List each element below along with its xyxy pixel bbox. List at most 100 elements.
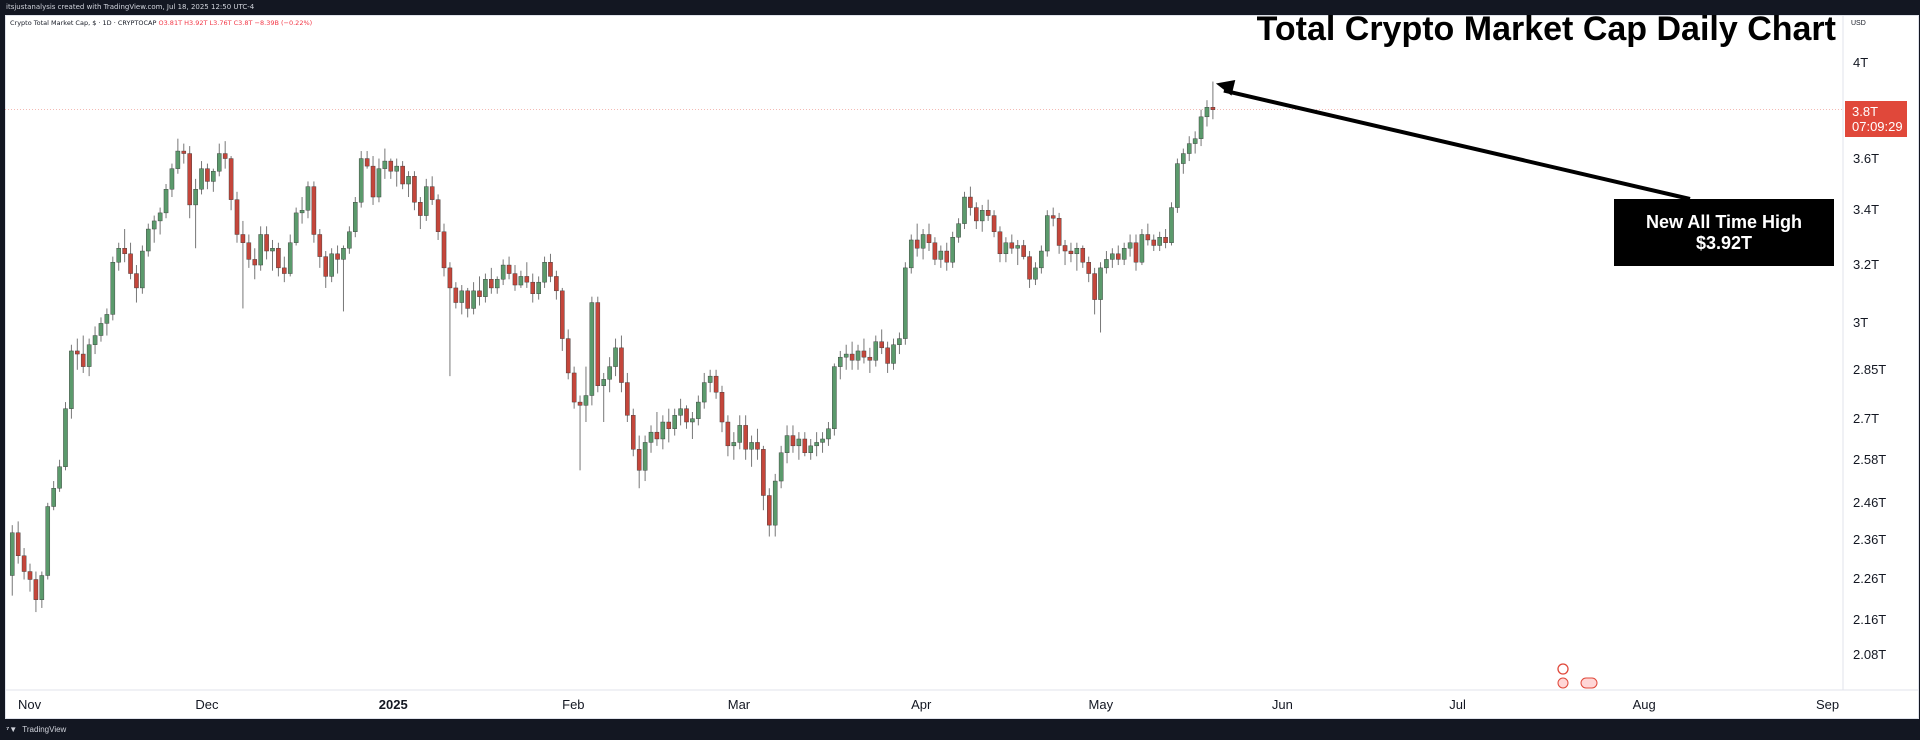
candle[interactable] <box>69 344 74 419</box>
candle[interactable] <box>926 223 932 252</box>
candle[interactable] <box>358 151 364 208</box>
candle[interactable] <box>406 171 411 198</box>
candle[interactable] <box>731 432 737 460</box>
candle[interactable] <box>483 273 488 303</box>
candle[interactable] <box>826 422 831 446</box>
candle[interactable] <box>1163 229 1168 249</box>
us-flag-events-group-icon[interactable] <box>1580 677 1598 689</box>
candle[interactable] <box>885 341 890 373</box>
candle[interactable] <box>713 369 719 399</box>
candle[interactable] <box>1204 100 1210 127</box>
candle[interactable] <box>1127 234 1133 257</box>
candle[interactable] <box>293 207 299 246</box>
candle[interactable] <box>1151 234 1157 252</box>
candle[interactable] <box>441 223 447 277</box>
candle[interactable] <box>163 184 169 219</box>
candle[interactable] <box>1021 239 1026 260</box>
candle[interactable] <box>908 234 914 274</box>
candle[interactable] <box>1068 242 1074 263</box>
candle[interactable] <box>477 276 482 306</box>
candle[interactable] <box>1186 136 1192 162</box>
candle[interactable] <box>832 363 837 436</box>
candle[interactable] <box>962 191 967 230</box>
candle[interactable] <box>287 234 293 277</box>
candle[interactable] <box>1074 242 1080 271</box>
symbol-legend[interactable]: Crypto Total Market Cap, $ · 1D · CRYPTO… <box>10 19 312 27</box>
candle[interactable] <box>364 151 370 169</box>
candle[interactable] <box>57 459 62 492</box>
candle[interactable] <box>116 242 121 271</box>
candle[interactable] <box>631 408 636 457</box>
candle[interactable] <box>63 402 68 471</box>
candle[interactable] <box>151 215 157 243</box>
candle[interactable] <box>577 395 583 471</box>
candle[interactable] <box>299 197 305 224</box>
candle[interactable] <box>27 563 33 592</box>
candle[interactable] <box>134 265 139 303</box>
candle[interactable] <box>1110 248 1115 268</box>
candle[interactable] <box>341 245 346 312</box>
candle[interactable] <box>1169 202 1174 246</box>
candle[interactable] <box>252 248 258 280</box>
candle[interactable] <box>98 317 104 342</box>
candle[interactable] <box>1104 251 1109 274</box>
candle[interactable] <box>956 218 961 243</box>
candle[interactable] <box>1192 131 1198 154</box>
candle[interactable] <box>205 163 210 190</box>
candle[interactable] <box>897 332 902 355</box>
candle[interactable] <box>175 138 181 174</box>
candle[interactable] <box>199 161 204 195</box>
candle[interactable] <box>146 223 151 257</box>
candle[interactable] <box>749 435 754 467</box>
candle[interactable] <box>311 181 317 243</box>
candle[interactable] <box>873 335 879 367</box>
candle[interactable] <box>678 398 683 426</box>
candle[interactable] <box>1121 242 1127 266</box>
candle[interactable] <box>672 408 677 436</box>
candle[interactable] <box>335 245 340 274</box>
candle[interactable] <box>554 270 559 300</box>
candle[interactable] <box>642 435 648 482</box>
candle[interactable] <box>932 237 938 266</box>
candle[interactable] <box>707 369 713 393</box>
candle[interactable] <box>524 262 530 288</box>
candle[interactable] <box>1115 245 1121 266</box>
candle[interactable] <box>429 176 435 205</box>
candle[interactable] <box>370 156 376 205</box>
candle[interactable] <box>80 335 86 373</box>
candle[interactable] <box>1181 148 1186 174</box>
candle[interactable] <box>447 262 453 377</box>
candle[interactable] <box>1033 262 1038 286</box>
candle[interactable] <box>376 158 382 203</box>
candle[interactable] <box>838 350 843 380</box>
candle[interactable] <box>938 245 944 268</box>
candle[interactable] <box>1133 234 1139 271</box>
candle[interactable] <box>412 171 417 211</box>
candle[interactable] <box>985 199 991 221</box>
candle[interactable] <box>536 276 541 300</box>
candle[interactable] <box>1092 267 1097 315</box>
candle[interactable] <box>494 276 500 294</box>
candle[interactable] <box>276 242 281 277</box>
candle[interactable] <box>471 282 476 315</box>
candle[interactable] <box>234 191 240 243</box>
candle[interactable] <box>701 372 707 409</box>
candle[interactable] <box>157 207 163 235</box>
candle[interactable] <box>1056 212 1062 254</box>
candle[interactable] <box>388 158 394 179</box>
candle[interactable] <box>690 411 695 439</box>
candle[interactable] <box>512 265 518 291</box>
candle[interactable] <box>1139 229 1145 266</box>
candle[interactable] <box>169 163 175 198</box>
candle[interactable] <box>595 296 601 393</box>
candle[interactable] <box>435 194 441 240</box>
candle[interactable] <box>187 146 192 219</box>
candle[interactable] <box>246 234 252 268</box>
candle[interactable] <box>849 341 855 370</box>
candle[interactable] <box>489 267 494 294</box>
candle[interactable] <box>814 432 819 457</box>
tradingview-logo-icon[interactable]: ⁷▼ <box>6 725 18 734</box>
candle[interactable] <box>790 425 796 453</box>
candle[interactable] <box>400 161 405 190</box>
